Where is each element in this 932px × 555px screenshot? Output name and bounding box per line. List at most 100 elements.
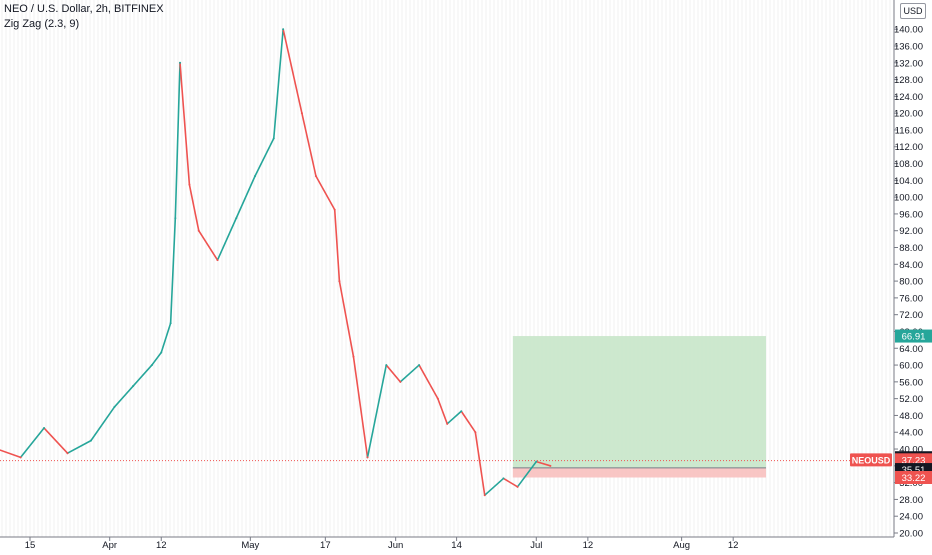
symbol-legend[interactable]: NEO / U.S. Dollar, 2h, BITFINEX xyxy=(4,3,164,15)
y-tick-label: 108.00 xyxy=(894,159,923,170)
price-segment xyxy=(366,364,388,459)
price-segment xyxy=(235,175,256,219)
currency-label[interactable]: USD xyxy=(900,3,926,19)
price-segment xyxy=(90,406,116,442)
price-segment xyxy=(338,280,355,358)
y-tick-label: 76.00 xyxy=(899,293,923,304)
price-point xyxy=(282,28,285,31)
y-tick-label: 64.00 xyxy=(899,344,923,355)
y-tick-label: 136.00 xyxy=(894,41,923,52)
target-price-tag: 66.91 xyxy=(895,329,932,343)
y-tick-label: 28.00 xyxy=(899,495,923,506)
price-segment xyxy=(399,364,420,383)
price-segment xyxy=(216,217,238,261)
price-segment xyxy=(446,410,463,425)
price-segment xyxy=(160,322,172,354)
y-tick-label: 40.00 xyxy=(899,445,923,456)
price-segment xyxy=(385,364,402,383)
y-tick-label: 56.00 xyxy=(899,377,923,388)
price-segment xyxy=(66,439,92,455)
price-point xyxy=(19,456,22,459)
price-segment xyxy=(516,460,538,488)
current-price-tag-symbol-box xyxy=(850,453,892,467)
y-tick-label: 92.00 xyxy=(899,226,923,237)
x-tick-label: 14 xyxy=(451,540,462,550)
price-point xyxy=(150,364,153,367)
y-tick-label: 116.00 xyxy=(895,125,923,136)
y-tick-label: 52.00 xyxy=(899,394,923,405)
price-point xyxy=(333,208,336,211)
price-segment xyxy=(197,229,219,261)
price-point xyxy=(188,183,191,186)
x-tick-label: Aug xyxy=(673,540,690,550)
y-tick-label: 128.00 xyxy=(894,75,923,86)
price-segment xyxy=(169,217,177,324)
y-tick-label: 140.00 xyxy=(894,25,923,36)
x-tick-label: 17 xyxy=(320,540,331,550)
current-price-tag: NEOUSD 37.23 xyxy=(850,453,932,467)
price-point xyxy=(516,485,519,488)
y-tick-label: 120.00 xyxy=(894,109,923,120)
price-point xyxy=(132,385,135,388)
price-segment xyxy=(535,460,552,467)
price-point xyxy=(89,439,92,442)
target-price-tag-box xyxy=(895,329,932,343)
y-tick-label: 84.00 xyxy=(899,260,923,271)
y-tick-label: 104.00 xyxy=(894,176,923,187)
y-tick-label: 124.00 xyxy=(894,92,923,103)
price-segment xyxy=(151,351,163,366)
price-point xyxy=(179,61,182,64)
price-point xyxy=(235,217,238,220)
price-segment xyxy=(254,137,275,177)
y-tick-label: 112.00 xyxy=(895,142,923,153)
y-tick-label: 96.00 xyxy=(899,209,923,220)
price-segment xyxy=(113,385,134,408)
price-segment xyxy=(333,208,341,282)
price-segment xyxy=(418,364,439,400)
stop-price-tag: 33.22 xyxy=(895,470,932,484)
price-point xyxy=(483,494,486,497)
x-tick-label: May xyxy=(241,540,259,550)
price-segment xyxy=(301,112,317,177)
price-segment xyxy=(474,431,486,497)
price-point xyxy=(43,427,46,430)
stop-price-tag-label: 33.22 xyxy=(902,473,926,484)
price-segment xyxy=(179,61,191,186)
indicator-legend[interactable]: Zig Zag (2.3, 9) xyxy=(4,18,80,30)
price-point xyxy=(399,380,402,383)
price-point xyxy=(160,351,163,354)
price-point xyxy=(113,406,116,409)
price-segment xyxy=(502,477,519,488)
price-point xyxy=(300,112,303,115)
price-point xyxy=(254,175,257,178)
price-point xyxy=(535,460,538,463)
price-point xyxy=(314,175,317,178)
price-point xyxy=(474,431,477,434)
x-tick-label: Jul xyxy=(530,540,542,550)
price-series xyxy=(0,28,552,497)
price-segment xyxy=(483,477,505,497)
price-point xyxy=(272,137,275,140)
y-tick-label: 88.00 xyxy=(899,243,923,254)
price-point xyxy=(366,456,369,459)
price-point xyxy=(197,229,200,232)
current-price-tag-symbol: NEOUSD xyxy=(852,455,891,465)
x-tick-label: Apr xyxy=(102,540,117,550)
price-segment xyxy=(352,355,369,459)
x-tick-label: 12 xyxy=(156,540,167,550)
price-segment xyxy=(0,449,22,459)
price-segment xyxy=(19,427,45,459)
price-point xyxy=(418,364,421,367)
price-segment xyxy=(188,183,200,232)
profit-zone xyxy=(512,336,766,468)
price-segment xyxy=(272,28,284,140)
price-segment xyxy=(282,28,303,114)
price-segment xyxy=(132,364,153,387)
y-tick-label: 132.00 xyxy=(894,58,923,69)
entry-price-tag-label: 35.51 xyxy=(902,465,926,476)
x-tick-label: 12 xyxy=(728,540,739,550)
price-point xyxy=(66,452,69,455)
loss-zone xyxy=(512,467,766,478)
